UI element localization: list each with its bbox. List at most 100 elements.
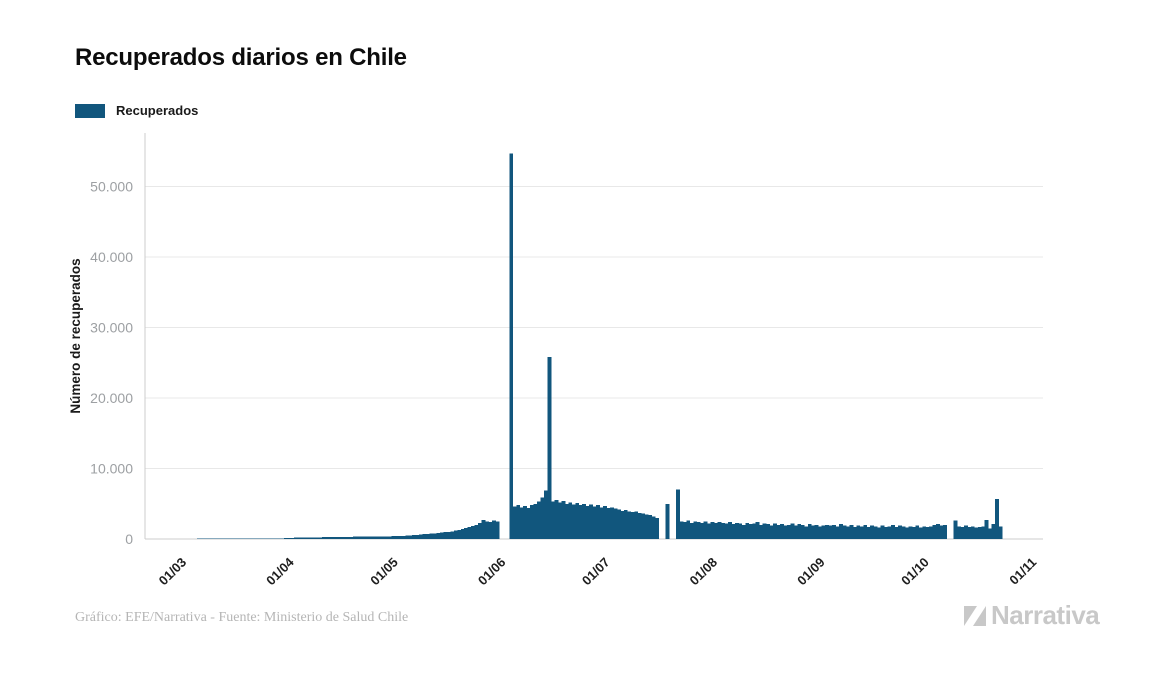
bar[interactable] <box>519 507 524 539</box>
bar[interactable] <box>297 537 302 539</box>
bar[interactable] <box>884 527 888 539</box>
bar[interactable] <box>349 536 354 539</box>
bar[interactable] <box>873 526 878 539</box>
bar[interactable] <box>582 503 587 539</box>
bar[interactable] <box>433 533 437 539</box>
bar[interactable] <box>474 524 479 539</box>
bar[interactable] <box>814 524 819 539</box>
bar[interactable] <box>956 526 961 539</box>
bar[interactable] <box>675 489 680 539</box>
bar[interactable] <box>960 527 965 539</box>
bar[interactable] <box>766 524 770 539</box>
bar[interactable] <box>308 537 312 539</box>
bar[interactable] <box>908 526 913 539</box>
bar[interactable] <box>644 514 649 540</box>
bar[interactable] <box>745 522 750 539</box>
bar[interactable] <box>335 537 340 539</box>
bar[interactable] <box>384 536 389 539</box>
bar[interactable] <box>870 525 875 539</box>
bar[interactable] <box>620 510 625 539</box>
bar[interactable] <box>627 511 632 540</box>
bar[interactable] <box>894 527 899 539</box>
bar[interactable] <box>929 526 934 539</box>
bar[interactable] <box>516 505 521 539</box>
bar[interactable] <box>825 524 829 539</box>
bar[interactable] <box>589 504 594 539</box>
bar[interactable] <box>637 512 642 539</box>
bar[interactable] <box>679 521 684 540</box>
bar[interactable] <box>426 533 430 539</box>
bar[interactable] <box>769 525 774 539</box>
bar[interactable] <box>321 537 326 539</box>
bar[interactable] <box>755 522 760 539</box>
bar[interactable] <box>356 536 361 539</box>
bar[interactable] <box>807 524 812 539</box>
bar[interactable] <box>651 516 656 539</box>
bar[interactable] <box>936 524 941 539</box>
bar[interactable] <box>599 507 604 539</box>
bar[interactable] <box>932 524 937 539</box>
bar[interactable] <box>752 523 757 539</box>
bar[interactable] <box>773 523 777 539</box>
bar[interactable] <box>634 511 639 540</box>
bar[interactable] <box>741 524 746 539</box>
bar[interactable] <box>780 524 784 539</box>
bar[interactable] <box>828 525 833 539</box>
bar[interactable] <box>301 537 306 539</box>
bar[interactable] <box>391 536 396 539</box>
bar[interactable] <box>686 520 691 539</box>
bar[interactable] <box>925 527 930 539</box>
bar[interactable] <box>401 535 406 539</box>
bar[interactable] <box>984 519 989 540</box>
bar[interactable] <box>786 524 791 539</box>
bar[interactable] <box>727 522 732 539</box>
bar[interactable] <box>648 515 653 539</box>
bar[interactable] <box>731 524 736 539</box>
bar[interactable] <box>623 510 628 539</box>
bar[interactable] <box>970 526 975 539</box>
bar[interactable] <box>717 522 722 539</box>
bar[interactable] <box>585 505 590 539</box>
bar[interactable] <box>714 522 718 539</box>
bar[interactable] <box>557 502 562 539</box>
bar[interactable] <box>564 503 569 539</box>
bar[interactable] <box>450 531 455 539</box>
bar[interactable] <box>939 525 944 539</box>
bar[interactable] <box>290 537 295 539</box>
bar[interactable] <box>592 506 597 539</box>
bar[interactable] <box>845 526 850 539</box>
bar[interactable] <box>460 529 465 539</box>
bar[interactable] <box>325 537 330 539</box>
bar[interactable] <box>630 512 635 539</box>
bar[interactable] <box>363 536 368 539</box>
bar[interactable] <box>492 520 496 539</box>
bar[interactable] <box>655 517 659 539</box>
bar[interactable] <box>575 503 580 539</box>
bar[interactable] <box>530 505 535 539</box>
bar[interactable] <box>901 526 906 539</box>
bar[interactable] <box>616 509 621 539</box>
bar[interactable] <box>540 497 545 539</box>
bar[interactable] <box>481 519 486 540</box>
bar[interactable] <box>922 526 927 539</box>
bar[interactable] <box>509 153 514 539</box>
bar[interactable] <box>783 525 788 539</box>
bar[interactable] <box>859 526 864 539</box>
bar[interactable] <box>488 522 493 539</box>
bar[interactable] <box>963 525 968 539</box>
bar[interactable] <box>703 521 708 540</box>
bar[interactable] <box>776 524 781 539</box>
bar[interactable] <box>405 535 410 539</box>
bar[interactable] <box>315 537 319 539</box>
bar[interactable] <box>891 524 895 539</box>
bar[interactable] <box>759 524 764 539</box>
bar[interactable] <box>981 526 986 539</box>
bar[interactable] <box>429 533 434 539</box>
bar[interactable] <box>887 526 892 539</box>
bar[interactable] <box>953 520 958 539</box>
bar[interactable] <box>568 502 573 539</box>
bar[interactable] <box>360 536 365 539</box>
bar[interactable] <box>436 533 441 539</box>
bar[interactable] <box>412 535 417 539</box>
bar[interactable] <box>353 536 358 539</box>
